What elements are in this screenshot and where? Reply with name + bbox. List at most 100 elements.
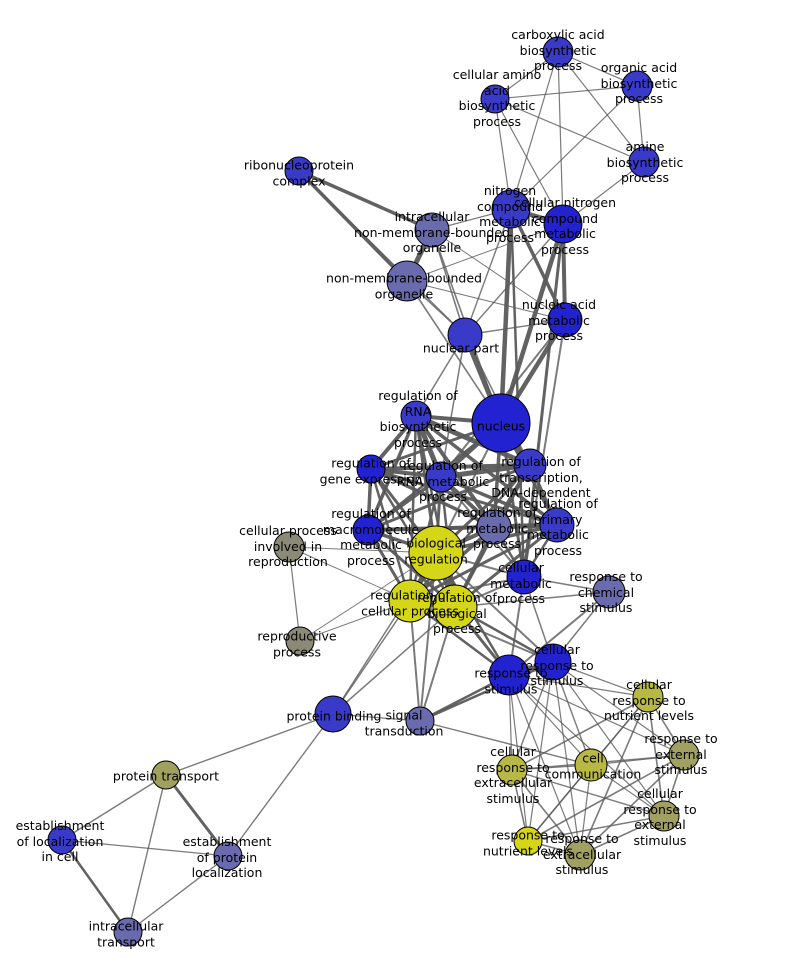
graph-edge (406, 280, 566, 321)
graph-edge (552, 661, 685, 756)
graph-node[interactable] (542, 36, 574, 68)
graph-edge (332, 600, 411, 715)
graph-node[interactable] (447, 317, 483, 353)
graph-edge (419, 552, 437, 722)
graph-edge (332, 552, 437, 715)
graph-edge (510, 51, 559, 210)
graph-node[interactable] (506, 559, 542, 595)
graph-edge (370, 467, 495, 529)
graph-edge (367, 523, 558, 532)
graph-node[interactable] (400, 400, 432, 432)
graph-node[interactable] (574, 748, 608, 782)
graph-node[interactable] (632, 681, 664, 713)
graph-node[interactable] (284, 156, 314, 186)
graph-edge (61, 774, 167, 841)
graph-edge (527, 815, 665, 842)
graph-edge (494, 85, 638, 100)
graph-node[interactable] (648, 800, 680, 832)
graph-node[interactable] (405, 706, 435, 736)
graph-edge (127, 774, 167, 933)
graph-edge (510, 85, 638, 210)
graph-edge (552, 661, 665, 817)
graph-node[interactable] (414, 212, 450, 248)
graph-node[interactable] (388, 579, 432, 623)
graph-node[interactable] (480, 84, 510, 114)
graph-node[interactable] (285, 626, 315, 656)
graph-edge (409, 600, 554, 663)
graph-node[interactable] (432, 584, 478, 630)
graph-node[interactable] (543, 204, 583, 244)
graph-edge (298, 169, 433, 232)
graph-edge (511, 769, 581, 856)
graph-node[interactable] (471, 393, 531, 453)
graph-edge (508, 591, 610, 676)
graph-node[interactable] (547, 302, 583, 338)
graph-edge (419, 660, 554, 723)
graph-node[interactable] (47, 825, 77, 855)
graph-edge (523, 319, 566, 578)
graph-node[interactable] (539, 507, 575, 543)
graph-node[interactable] (476, 509, 512, 545)
graph-edge (406, 223, 564, 282)
graph-edge (60, 839, 130, 933)
graph-edge (369, 468, 412, 602)
graph-edge (440, 334, 466, 478)
graph-node[interactable] (668, 739, 700, 771)
graph-edge (431, 229, 566, 321)
graph-edge (508, 674, 581, 856)
graph-edge (127, 855, 229, 933)
graph-node[interactable] (113, 917, 143, 947)
graph-node[interactable] (621, 70, 653, 102)
graph-node[interactable] (513, 826, 543, 856)
graph-node[interactable] (534, 643, 572, 681)
graph-edge (332, 606, 456, 715)
graph-node[interactable] (491, 189, 531, 229)
graph-edge (508, 674, 685, 756)
graph-edge (509, 208, 567, 321)
graph-edge (508, 674, 649, 698)
graph-edge (227, 713, 334, 857)
graph-edge (511, 696, 649, 771)
graph-edge (288, 546, 411, 602)
graph-node[interactable] (151, 760, 181, 790)
graph-node[interactable] (386, 260, 428, 302)
graph-node[interactable] (273, 531, 305, 563)
node-layer (47, 36, 700, 947)
graph-edge (557, 51, 645, 163)
graph-node[interactable] (496, 754, 528, 786)
graph-edge (165, 713, 334, 776)
graph-edge (164, 774, 230, 857)
edge-layer (60, 51, 685, 933)
graph-node[interactable] (213, 841, 243, 871)
graph-edge (498, 208, 514, 424)
graph-edge (408, 415, 418, 602)
graph-node[interactable] (488, 654, 530, 696)
graph-node[interactable] (513, 448, 547, 482)
graph-edge (508, 674, 665, 817)
graph-edge (494, 98, 564, 225)
graph-node[interactable] (352, 514, 384, 546)
graph-node[interactable] (425, 461, 457, 493)
graph-edge (579, 754, 685, 856)
graph-node[interactable] (592, 575, 626, 609)
graph-node[interactable] (408, 525, 464, 581)
graph-edge (464, 223, 564, 336)
graph-edge (419, 720, 592, 766)
graph-edge (367, 463, 531, 532)
graph-edge (415, 413, 531, 468)
graph-edge (464, 208, 512, 336)
graph-edge (511, 769, 665, 817)
graph-node[interactable] (564, 839, 596, 871)
graph-edge (511, 661, 554, 771)
graph-edge (288, 546, 301, 642)
graph-node[interactable] (628, 146, 660, 178)
graph-edge (557, 51, 564, 225)
graph-node[interactable] (356, 454, 386, 484)
graph-edge (494, 98, 645, 163)
graph-node[interactable] (314, 695, 352, 733)
graph-edge (370, 467, 558, 527)
graph-edge (498, 223, 566, 424)
graph-edge (647, 696, 665, 817)
